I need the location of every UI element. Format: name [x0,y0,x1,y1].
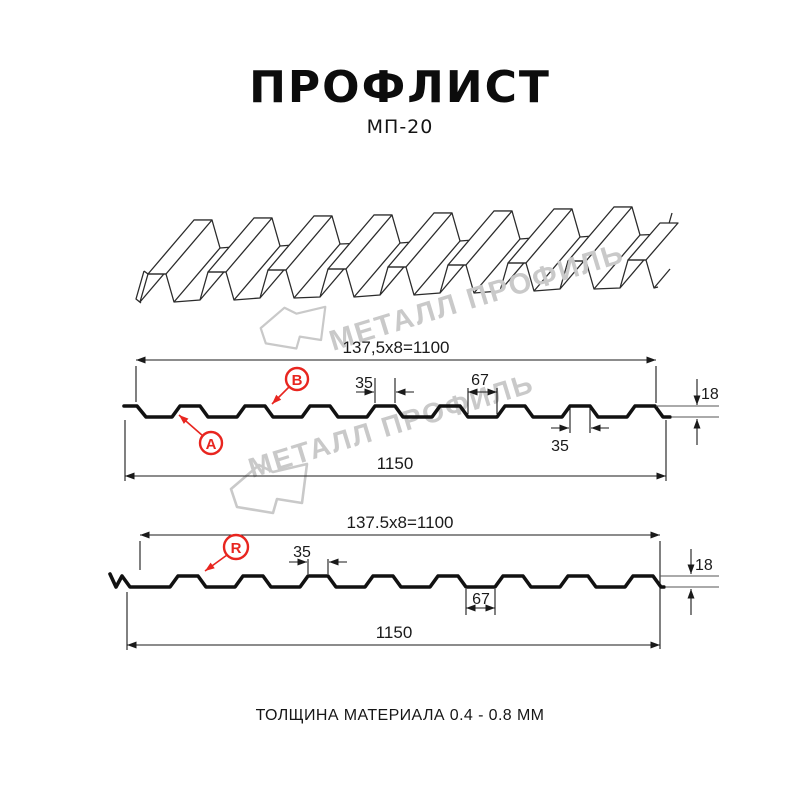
extension-lines-crest-bottom [569,408,591,433]
dim-height-label: 18 [701,386,719,403]
profile-cross-section [122,404,672,419]
marker-a: A [178,414,224,456]
marker-b-leader [271,386,290,405]
metall-profil-logo [259,305,327,350]
sheet-crest-bands [147,206,679,275]
dim-valley-label: 67 [471,372,489,389]
dim-crest-label: 35 [293,544,311,561]
marker-a-label: A [206,436,217,453]
sheet-front-edge [139,259,659,303]
extension-lines-pitch [135,366,657,403]
sheet-valley-ridges [139,233,671,303]
marker-a-leader [178,414,204,437]
material-thickness-caption: ТОЛЩИНА МАТЕРИАЛА 0.4 - 0.8 ММ [255,707,545,724]
marker-a-circle [198,430,224,456]
dim-height-label: 18 [695,557,713,574]
profile-diagram-bottom: 137.5x8=1100 35 67 18 1150 [108,513,719,650]
marker-r-leader [204,554,228,572]
dim-overall-label: 1150 [376,623,413,642]
marker-b-circle [284,366,310,392]
marker-b: B [271,366,310,405]
marker-r-circle [222,533,250,561]
dim-crest-bottom-label: 35 [551,438,569,455]
watermark-diagram: МЕТАЛЛ ПРОФИЛЬ [229,367,538,515]
dim-pitch-label: 137.5x8=1100 [347,513,454,532]
dim-valley-label: 67 [472,591,490,608]
extension-lines-crest [307,559,329,574]
product-code: МП-20 [366,116,434,138]
profile-diagram-top: 137,5x8=1100 35 67 35 18 [122,338,719,481]
marker-b-label: B [292,372,303,389]
sheet-3d-drawing [135,206,679,304]
sheet-cut-edge [135,270,149,304]
extension-lines-crest [374,378,396,403]
extension-lines-pitch [139,541,661,649]
marker-r-label: R [231,540,242,557]
marker-r: R [204,533,250,572]
height-reference-lines [656,405,719,418]
dim-overall-label: 1150 [377,454,414,473]
height-reference-lines [660,575,719,588]
extension-lines-overall [124,420,667,481]
profile-cross-section [108,572,666,589]
dim-pitch-label: 137,5x8=1100 [343,338,450,357]
page-title: ПРОФЛИСТ [249,62,551,113]
dim-crest-label: 35 [355,375,373,392]
